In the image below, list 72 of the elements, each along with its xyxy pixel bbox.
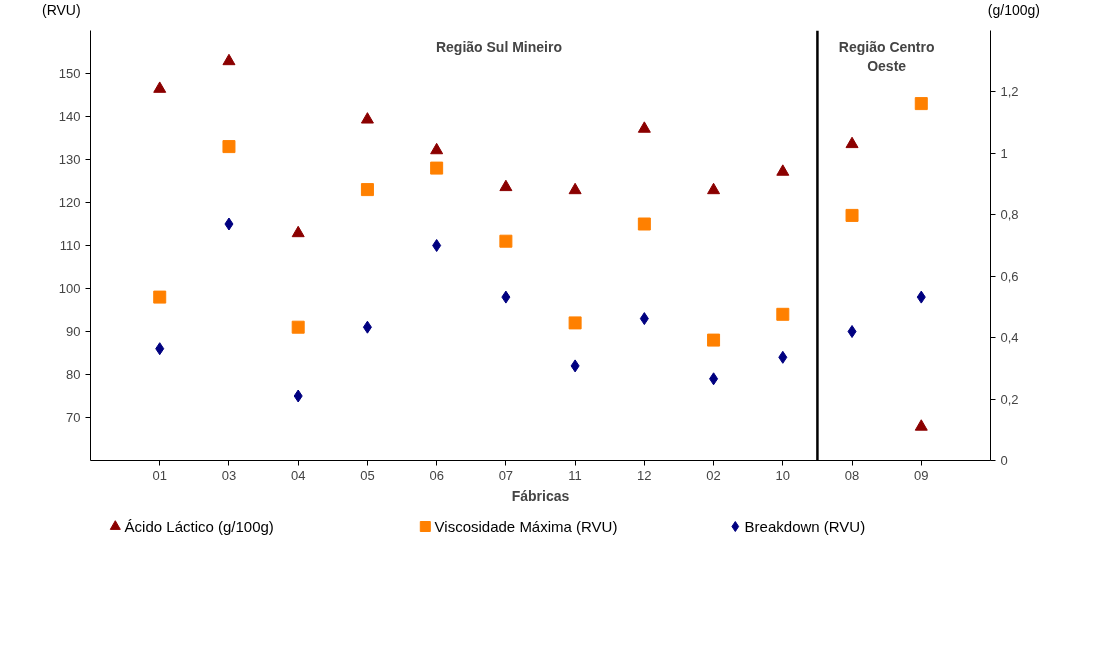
y-tick-label: 90 bbox=[66, 324, 81, 339]
x-tick-label: 05 bbox=[360, 467, 375, 483]
x-tick-label: 12 bbox=[637, 467, 652, 483]
point bbox=[222, 53, 236, 66]
x-tick-label: 09 bbox=[914, 467, 929, 483]
point bbox=[153, 290, 167, 304]
x-tick-label: 07 bbox=[498, 467, 514, 483]
annotation: Região Centro Oeste bbox=[838, 38, 935, 74]
point bbox=[914, 97, 928, 111]
x-axis-title: Fábricas bbox=[511, 487, 570, 504]
y-tick-label: 120 bbox=[58, 195, 81, 210]
y-tick-label: 140 bbox=[58, 109, 81, 124]
point bbox=[570, 359, 580, 373]
y2-tick-label: 1 bbox=[1000, 145, 1008, 161]
x-tick-label: 02 bbox=[706, 467, 721, 483]
point bbox=[914, 419, 928, 431]
y-tick-label: 70 bbox=[66, 410, 81, 425]
point bbox=[291, 320, 305, 334]
point bbox=[568, 182, 582, 195]
point bbox=[430, 142, 444, 155]
point bbox=[360, 183, 374, 197]
point bbox=[639, 312, 649, 326]
point bbox=[916, 290, 926, 304]
y-axis-title: (RVU) bbox=[42, 1, 81, 20]
point bbox=[222, 140, 236, 154]
point bbox=[291, 225, 305, 238]
point bbox=[637, 217, 651, 231]
point bbox=[155, 342, 165, 356]
point bbox=[847, 325, 857, 338]
y-tick-label: 110 bbox=[59, 238, 81, 253]
point bbox=[707, 333, 721, 347]
point bbox=[568, 316, 582, 330]
point bbox=[709, 372, 719, 386]
annotation: Região Sul Mineiro bbox=[435, 38, 562, 55]
point bbox=[845, 208, 859, 222]
y-tick-label: 100 bbox=[58, 281, 81, 296]
point bbox=[360, 112, 374, 124]
x-tick-label: 03 bbox=[221, 467, 237, 483]
point bbox=[707, 182, 721, 195]
legend-label: Viscosidade Máxima (RVU) bbox=[434, 518, 618, 535]
x-tick-label: 08 bbox=[844, 467, 860, 483]
point bbox=[499, 179, 513, 192]
x-tick-label: 01 bbox=[152, 467, 167, 483]
point bbox=[430, 161, 444, 175]
point bbox=[845, 136, 859, 149]
y-tick-label: 150 bbox=[58, 66, 81, 81]
y2-axis-title: (g/100g) bbox=[987, 1, 1040, 20]
y2-tick-label: 1,2 bbox=[1000, 84, 1019, 100]
point bbox=[499, 234, 513, 248]
point bbox=[362, 320, 372, 334]
point bbox=[432, 239, 442, 252]
x-tick-label: 11 bbox=[568, 467, 582, 483]
point bbox=[776, 164, 790, 176]
legend-label: Breakdown (RVU) bbox=[744, 518, 866, 535]
point bbox=[501, 290, 511, 304]
y2-tick-label: 0,8 bbox=[1000, 207, 1019, 223]
point bbox=[224, 217, 234, 231]
x-tick-label: 04 bbox=[290, 467, 306, 483]
legend-label: Ácido Láctico (g/100g) bbox=[124, 518, 274, 535]
y-tick-label: 130 bbox=[58, 152, 81, 167]
y2-tick-label: 0 bbox=[1000, 453, 1008, 468]
x-tick-label: 06 bbox=[429, 467, 444, 483]
y2-tick-label: 0,2 bbox=[1000, 391, 1019, 407]
y2-tick-label: 0,4 bbox=[1000, 330, 1019, 346]
y2-tick-label: 0,6 bbox=[1000, 268, 1019, 284]
y-tick-label: 80 bbox=[66, 367, 81, 382]
point bbox=[778, 350, 788, 364]
x-tick-label: 10 bbox=[775, 467, 791, 483]
point bbox=[153, 81, 167, 93]
point bbox=[293, 389, 303, 403]
point bbox=[776, 307, 790, 321]
point bbox=[637, 121, 651, 133]
